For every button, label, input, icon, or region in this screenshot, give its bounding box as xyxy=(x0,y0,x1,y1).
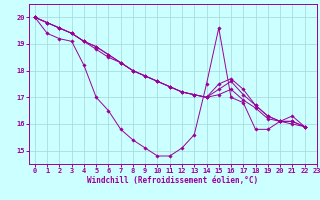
X-axis label: Windchill (Refroidissement éolien,°C): Windchill (Refroidissement éolien,°C) xyxy=(87,176,258,185)
